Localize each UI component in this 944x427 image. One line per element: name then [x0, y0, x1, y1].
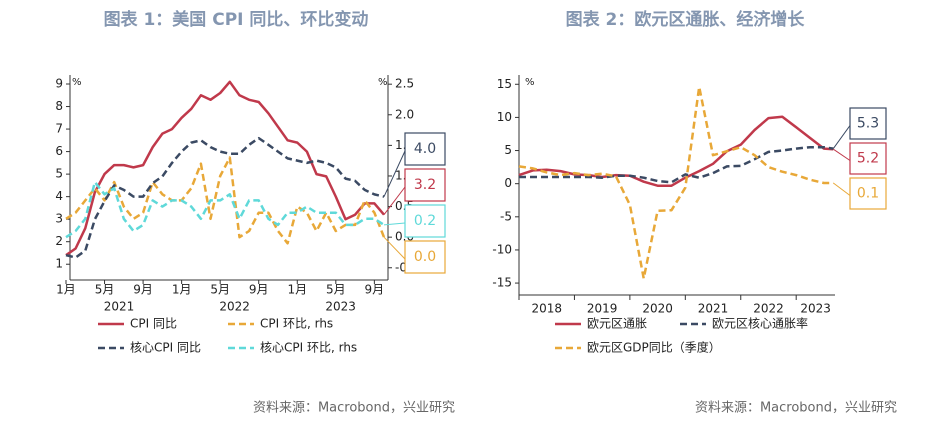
x-tick-label: 5月: [95, 283, 115, 297]
x-tick-label: 2022: [753, 302, 784, 316]
y-tick-label: 6: [55, 144, 63, 158]
end-label: 0.2: [414, 213, 436, 229]
end-label: 5.2: [857, 151, 879, 167]
series-line: [519, 145, 834, 184]
x-tick-label: 1月: [172, 283, 192, 297]
x-group-label: 2022: [219, 300, 250, 314]
y-tick-label: 5: [504, 143, 512, 157]
x-tick-label: 9月: [133, 283, 153, 297]
x-tick-label: 9月: [249, 283, 269, 297]
y2-tick-label: 2.0: [395, 107, 414, 121]
end-label-box: [404, 240, 446, 274]
y-tick-label: 9: [55, 77, 63, 91]
x-tick-label: 1月: [56, 283, 76, 297]
end-label: 3.2: [414, 177, 436, 193]
end-connector: [833, 182, 851, 196]
legend-label: 欧元区核心通胀率: [712, 316, 808, 331]
legend-label: 欧元区GDP同比（季度）: [587, 340, 721, 355]
series-line: [65, 180, 385, 239]
source: 资料来源：Macrobond，兴业研究: [253, 401, 455, 416]
x-tick-label: 5月: [210, 283, 230, 297]
y-tick-label: 3: [55, 212, 63, 226]
y-tick-label: 4: [55, 189, 63, 203]
y-tick-label: -10: [492, 242, 512, 256]
end-label: 0.1: [857, 186, 879, 202]
y-tick-label: -5: [500, 209, 512, 223]
end-label-box: [849, 142, 887, 175]
legend-label: CPI 环比, rhs: [260, 317, 333, 331]
end-connector: [832, 125, 851, 149]
x-group-label: 2021: [104, 300, 135, 314]
series-line: [65, 156, 386, 245]
end-label: 5.3: [857, 116, 879, 132]
series-line: [518, 115, 834, 187]
y-tick-label: 2: [55, 234, 63, 248]
legend-label: 核心CPI 同比: [130, 341, 201, 355]
end-label-box: [849, 107, 887, 140]
y-tick-label: 8: [55, 99, 63, 113]
end-label-box: [404, 132, 446, 166]
y2-unit: %: [378, 77, 388, 88]
y-tick-label: 1: [55, 257, 63, 271]
end-connector: [383, 222, 406, 226]
end-connector: [833, 148, 851, 161]
chart-title: 图表 2：欧元区通胀、经济增长: [566, 9, 806, 30]
series-line: [518, 85, 834, 280]
series-line: [65, 80, 385, 257]
legend-label: 欧元区通胀: [587, 317, 647, 331]
end-label: 4.0: [414, 141, 436, 157]
x-tick-label: 2021: [698, 302, 729, 316]
x-tick-label: 2019: [587, 302, 618, 316]
series-line: [65, 136, 385, 259]
end-connector: [383, 236, 406, 260]
x-group-label: 2023: [325, 300, 356, 314]
y-tick-label: 10: [497, 110, 512, 124]
source: 资料来源：Macrobond，兴业研究: [695, 401, 897, 416]
y-tick-label: 5: [55, 167, 63, 181]
y-tick-label: 7: [55, 122, 63, 136]
y2-tick-label: 2.5: [395, 77, 414, 91]
y-unit: %: [525, 77, 535, 88]
end-connector: [383, 150, 406, 197]
end-label-box: [404, 168, 446, 202]
y-tick-label: 15: [497, 77, 512, 91]
x-tick-label: 2023: [800, 302, 831, 316]
end-connector: [383, 186, 406, 215]
x-tick-label: 2020: [642, 302, 673, 316]
end-label: 0.0: [414, 249, 436, 265]
y-unit: %: [72, 77, 82, 88]
x-tick-label: 2018: [531, 302, 562, 316]
y-tick-label: -15: [492, 276, 512, 290]
x-tick-label: 5月: [326, 283, 346, 297]
y-tick-label: 0: [504, 176, 512, 190]
legend-label: CPI 同比: [130, 317, 177, 331]
chart-title: 图表 1：美国 CPI 同比、环比变动: [104, 9, 369, 30]
x-tick-label: 1月: [287, 283, 307, 297]
end-label-box: [849, 177, 887, 210]
x-tick-label: 9月: [365, 283, 385, 297]
legend-label: 核心CPI 环比, rhs: [260, 341, 357, 355]
end-label-box: [404, 204, 446, 238]
